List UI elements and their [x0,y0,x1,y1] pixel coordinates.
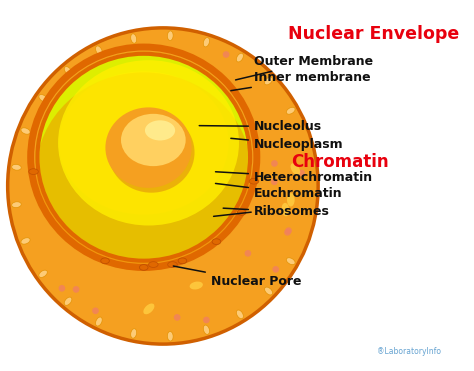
Ellipse shape [29,169,38,174]
Ellipse shape [21,238,30,244]
Ellipse shape [12,164,21,170]
Ellipse shape [131,34,137,43]
Ellipse shape [64,67,72,75]
Ellipse shape [121,114,186,166]
Ellipse shape [108,112,194,193]
Ellipse shape [167,31,173,40]
Circle shape [174,314,181,321]
Ellipse shape [21,128,30,134]
Circle shape [92,308,99,314]
Circle shape [73,286,80,293]
Ellipse shape [96,46,102,55]
Ellipse shape [190,282,203,289]
Circle shape [245,250,251,257]
Text: Euchromatin: Euchromatin [216,183,343,200]
Ellipse shape [178,258,187,264]
Text: Nuclear Pore: Nuclear Pore [173,266,301,288]
Ellipse shape [237,53,243,62]
Text: Nucleolus: Nucleolus [199,120,322,133]
Ellipse shape [64,297,72,305]
Ellipse shape [36,72,251,271]
Ellipse shape [39,270,47,278]
Ellipse shape [287,193,295,207]
Ellipse shape [264,77,273,85]
Circle shape [298,170,305,176]
Circle shape [285,227,292,234]
Ellipse shape [101,258,109,264]
Ellipse shape [282,203,289,216]
Ellipse shape [291,163,300,175]
Ellipse shape [249,178,259,184]
Circle shape [271,160,278,167]
Ellipse shape [8,28,318,344]
Ellipse shape [139,265,148,270]
Ellipse shape [131,329,137,338]
Ellipse shape [203,37,210,47]
Text: Chromatin: Chromatin [292,153,389,171]
Circle shape [273,266,279,273]
Ellipse shape [12,202,21,208]
Circle shape [284,229,291,236]
Ellipse shape [167,331,173,341]
Text: Inner membrane: Inner membrane [231,71,371,91]
Ellipse shape [237,310,243,319]
Ellipse shape [212,239,221,244]
Ellipse shape [148,262,158,267]
Circle shape [271,178,278,185]
Ellipse shape [96,317,102,326]
Circle shape [59,285,65,292]
Ellipse shape [286,107,295,114]
Ellipse shape [145,120,175,141]
Ellipse shape [286,258,295,265]
Ellipse shape [39,95,47,102]
Text: Nuclear Envelope: Nuclear Envelope [288,25,459,43]
Text: Outer Membrane: Outer Membrane [236,55,373,80]
Text: Heterochromatin: Heterochromatin [216,171,373,184]
Circle shape [203,316,210,324]
Ellipse shape [203,325,210,334]
Ellipse shape [59,71,228,214]
Ellipse shape [58,60,239,226]
Ellipse shape [168,262,177,267]
Ellipse shape [264,287,273,295]
Ellipse shape [237,210,246,215]
Ellipse shape [36,52,252,263]
Text: ®LaboratoryInfo: ®LaboratoryInfo [377,347,441,355]
Circle shape [223,51,229,58]
Text: Ribosomes: Ribosomes [223,206,330,219]
Ellipse shape [143,303,155,314]
Ellipse shape [105,107,191,188]
Text: Nucleoplasm: Nucleoplasm [231,138,344,151]
